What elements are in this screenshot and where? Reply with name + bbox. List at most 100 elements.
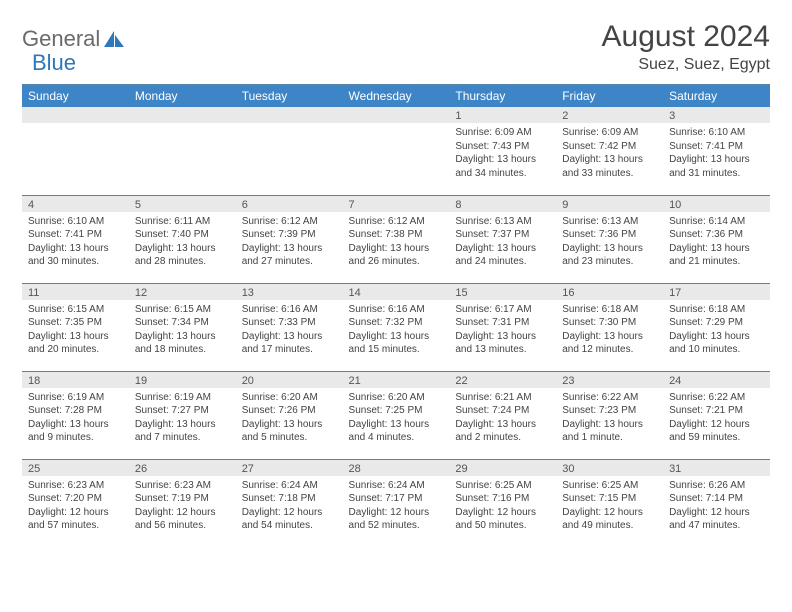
daylight-line: Daylight: 13 hours and 24 minutes.: [455, 242, 550, 269]
day-details: Sunrise: 6:10 AMSunset: 7:41 PMDaylight:…: [663, 123, 770, 182]
day-number: 22: [449, 372, 556, 388]
day-number: 23: [556, 372, 663, 388]
day-cell: 29Sunrise: 6:25 AMSunset: 7:16 PMDayligh…: [449, 459, 556, 547]
daylight-line: Daylight: 13 hours and 10 minutes.: [669, 330, 764, 357]
sunset-line: Sunset: 7:24 PM: [455, 404, 550, 418]
sunrise-line: Sunrise: 6:22 AM: [562, 391, 657, 405]
day-cell: 4Sunrise: 6:10 AMSunset: 7:41 PMDaylight…: [22, 195, 129, 283]
day-cell: 25Sunrise: 6:23 AMSunset: 7:20 PMDayligh…: [22, 459, 129, 547]
day-details: Sunrise: 6:15 AMSunset: 7:35 PMDaylight:…: [22, 300, 129, 359]
sunrise-line: Sunrise: 6:20 AM: [349, 391, 444, 405]
weekday-header: Wednesday: [343, 85, 450, 108]
day-details: Sunrise: 6:16 AMSunset: 7:33 PMDaylight:…: [236, 300, 343, 359]
sunset-line: Sunset: 7:19 PM: [135, 492, 230, 506]
weekday-header: Monday: [129, 85, 236, 108]
sunrise-line: Sunrise: 6:22 AM: [669, 391, 764, 405]
title-block: August 2024 Suez, Suez, Egypt: [602, 20, 770, 74]
logo: General: [22, 20, 126, 52]
day-details: Sunrise: 6:15 AMSunset: 7:34 PMDaylight:…: [129, 300, 236, 359]
sunrise-line: Sunrise: 6:14 AM: [669, 215, 764, 229]
sunrise-line: Sunrise: 6:16 AM: [242, 303, 337, 317]
daylight-line: Daylight: 13 hours and 2 minutes.: [455, 418, 550, 445]
day-cell: 6Sunrise: 6:12 AMSunset: 7:39 PMDaylight…: [236, 195, 343, 283]
sunset-line: Sunset: 7:21 PM: [669, 404, 764, 418]
header: General August 2024 Suez, Suez, Egypt: [22, 20, 770, 74]
day-cell: 3Sunrise: 6:10 AMSunset: 7:41 PMDaylight…: [663, 107, 770, 195]
day-number: 1: [449, 107, 556, 123]
daylight-line: Daylight: 13 hours and 21 minutes.: [669, 242, 764, 269]
calendar-page: General August 2024 Suez, Suez, Egypt Su…: [0, 0, 792, 557]
day-number: 21: [343, 372, 450, 388]
sunset-line: Sunset: 7:20 PM: [28, 492, 123, 506]
day-number: 6: [236, 196, 343, 212]
day-cell: 1 Sunrise: 6:09 AMSunset: 7:43 PMDaylight…: [449, 107, 556, 195]
day-cell: 7Sunrise: 6:12 AMSunset: 7:38 PMDaylight…: [343, 195, 450, 283]
logo-text-blue: Blue: [32, 50, 76, 76]
day-cell: 9Sunrise: 6:13 AMSunset: 7:36 PMDaylight…: [556, 195, 663, 283]
daylight-line: Daylight: 13 hours and 12 minutes.: [562, 330, 657, 357]
sunset-line: Sunset: 7:16 PM: [455, 492, 550, 506]
sunrise-line: Sunrise: 6:11 AM: [135, 215, 230, 229]
daylight-line: Daylight: 13 hours and 15 minutes.: [349, 330, 444, 357]
day-details: Sunrise: 6:12 AMSunset: 7:39 PMDaylight:…: [236, 212, 343, 271]
empty-cell: [22, 107, 129, 195]
daylight-line: Daylight: 13 hours and 27 minutes.: [242, 242, 337, 269]
sunrise-line: Sunrise: 6:24 AM: [349, 479, 444, 493]
sunrise-line: Sunrise: 6:18 AM: [669, 303, 764, 317]
daylight-line: Daylight: 13 hours and 28 minutes.: [135, 242, 230, 269]
day-number: 30: [556, 460, 663, 476]
day-cell: 18Sunrise: 6:19 AMSunset: 7:28 PMDayligh…: [22, 371, 129, 459]
calendar-table: Sunday Monday Tuesday Wednesday Thursday…: [22, 84, 770, 547]
sunset-line: Sunset: 7:43 PM: [455, 140, 550, 154]
day-details: Sunrise: 6:16 AMSunset: 7:32 PMDaylight:…: [343, 300, 450, 359]
day-cell: 13Sunrise: 6:16 AMSunset: 7:33 PMDayligh…: [236, 283, 343, 371]
day-details: Sunrise: 6:20 AMSunset: 7:26 PMDaylight:…: [236, 388, 343, 447]
day-details: Sunrise: 6:23 AMSunset: 7:19 PMDaylight:…: [129, 476, 236, 535]
daylight-line: Daylight: 12 hours and 57 minutes.: [28, 506, 123, 533]
day-details: Sunrise: 6:12 AMSunset: 7:38 PMDaylight:…: [343, 212, 450, 271]
day-details: Sunrise: 6:24 AMSunset: 7:18 PMDaylight:…: [236, 476, 343, 535]
day-details: Sunrise: 6:22 AMSunset: 7:23 PMDaylight:…: [556, 388, 663, 447]
weekday-header: Saturday: [663, 85, 770, 108]
day-cell: 30Sunrise: 6:25 AMSunset: 7:15 PMDayligh…: [556, 459, 663, 547]
weekday-header: Tuesday: [236, 85, 343, 108]
day-number: 15: [449, 284, 556, 300]
day-number: 31: [663, 460, 770, 476]
sunset-line: Sunset: 7:29 PM: [669, 316, 764, 330]
day-cell: 26Sunrise: 6:23 AMSunset: 7:19 PMDayligh…: [129, 459, 236, 547]
empty-cell: [129, 107, 236, 195]
location-text: Suez, Suez, Egypt: [602, 56, 770, 74]
month-title: August 2024: [602, 20, 770, 54]
day-details: Sunrise: 6:14 AMSunset: 7:36 PMDaylight:…: [663, 212, 770, 271]
day-details: Sunrise: 6:20 AMSunset: 7:25 PMDaylight:…: [343, 388, 450, 447]
sunset-line: Sunset: 7:34 PM: [135, 316, 230, 330]
daylight-line: Daylight: 13 hours and 30 minutes.: [28, 242, 123, 269]
sunrise-line: Sunrise: 6:09 AM: [562, 126, 657, 140]
weekday-header-row: Sunday Monday Tuesday Wednesday Thursday…: [22, 85, 770, 108]
weekday-header: Thursday: [449, 85, 556, 108]
sunset-line: Sunset: 7:31 PM: [455, 316, 550, 330]
day-number: 29: [449, 460, 556, 476]
day-number: 14: [343, 284, 450, 300]
day-details: Sunrise: 6:19 AMSunset: 7:27 PMDaylight:…: [129, 388, 236, 447]
sunset-line: Sunset: 7:17 PM: [349, 492, 444, 506]
day-number: 10: [663, 196, 770, 212]
day-cell: 31Sunrise: 6:26 AMSunset: 7:14 PMDayligh…: [663, 459, 770, 547]
sunset-line: Sunset: 7:23 PM: [562, 404, 657, 418]
day-cell: 23Sunrise: 6:22 AMSunset: 7:23 PMDayligh…: [556, 371, 663, 459]
daylight-line: Daylight: 13 hours and 34 minutes.: [455, 153, 550, 180]
day-number: 19: [129, 372, 236, 388]
daylight-line: Daylight: 13 hours and 18 minutes.: [135, 330, 230, 357]
day-cell: 19Sunrise: 6:19 AMSunset: 7:27 PMDayligh…: [129, 371, 236, 459]
calendar-row: 25Sunrise: 6:23 AMSunset: 7:20 PMDayligh…: [22, 459, 770, 547]
sunrise-line: Sunrise: 6:15 AM: [28, 303, 123, 317]
day-number: 27: [236, 460, 343, 476]
day-cell: 28Sunrise: 6:24 AMSunset: 7:17 PMDayligh…: [343, 459, 450, 547]
sunrise-line: Sunrise: 6:16 AM: [349, 303, 444, 317]
day-details: Sunrise: 6:10 AMSunset: 7:41 PMDaylight:…: [22, 212, 129, 271]
daylight-line: Daylight: 12 hours and 49 minutes.: [562, 506, 657, 533]
daylight-line: Daylight: 12 hours and 50 minutes.: [455, 506, 550, 533]
calendar-row: 11Sunrise: 6:15 AMSunset: 7:35 PMDayligh…: [22, 283, 770, 371]
sunrise-line: Sunrise: 6:09 AM: [455, 126, 550, 140]
day-number: 28: [343, 460, 450, 476]
